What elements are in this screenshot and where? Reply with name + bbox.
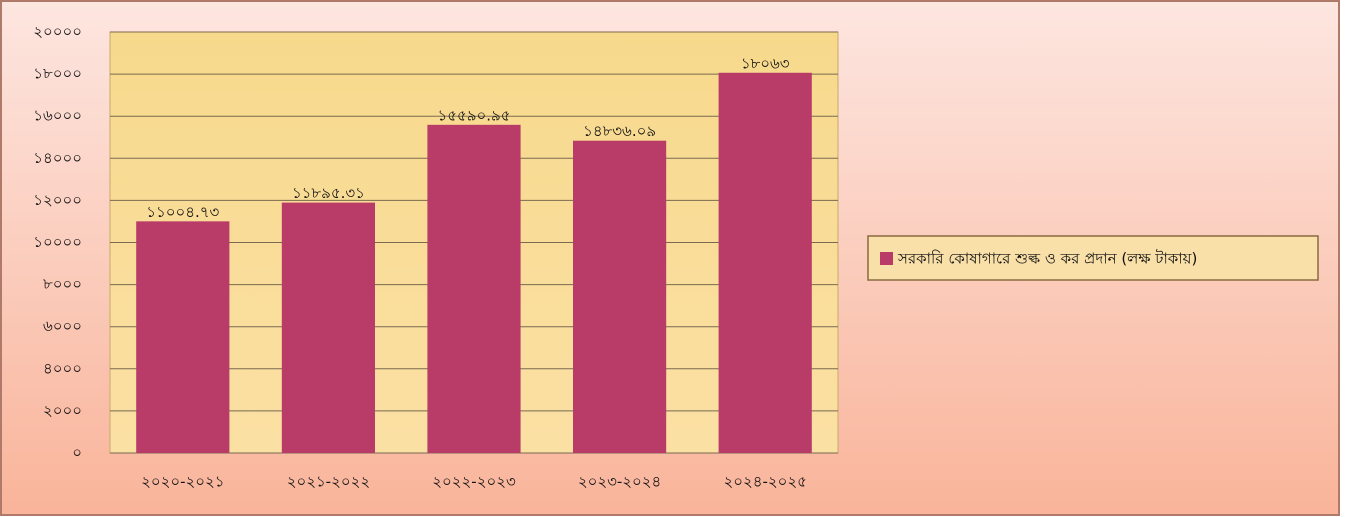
y-tick-label: ১৬০০০ bbox=[33, 107, 82, 125]
y-tick-label: ২০০০০ bbox=[33, 23, 82, 41]
y-tick-label: ৪০০০ bbox=[43, 359, 82, 377]
legend-swatch bbox=[880, 252, 893, 265]
y-tick-label: ০ bbox=[72, 444, 82, 462]
x-tick-label: ২০২১-২০২২ bbox=[287, 473, 370, 491]
bar bbox=[281, 202, 375, 453]
legend-box bbox=[867, 235, 1319, 281]
data-label: ১১০০৪.৭৩ bbox=[146, 203, 219, 221]
bar bbox=[136, 221, 230, 453]
data-label: ১৫৫৯০.৯৫ bbox=[438, 106, 511, 124]
data-label: ১৮০৬৩ bbox=[741, 54, 790, 72]
y-tick-label: ৮০০০ bbox=[43, 275, 82, 293]
legend-label: সরকারি কোষাগারে শুল্ক ও কর প্রদান (লক্ষ … bbox=[897, 250, 1197, 268]
y-tick-label: ১২০০০ bbox=[33, 191, 82, 209]
data-label: ১৪৮৩৬.০৯ bbox=[583, 122, 656, 140]
data-label: ১১৮৯৫.৩১ bbox=[292, 184, 365, 202]
bar bbox=[718, 72, 812, 453]
bar bbox=[427, 124, 521, 454]
y-tick-label: ১৪০০০ bbox=[33, 149, 82, 167]
x-tick-label: ২০২৪-২০২৫ bbox=[723, 473, 806, 491]
y-tick-label: ১৮০০০ bbox=[33, 65, 82, 83]
y-tick-label: ১০০০০ bbox=[33, 233, 82, 251]
x-tick-label: ২০২২-২০২৩ bbox=[432, 473, 516, 491]
x-tick-label: ২০২০-২০২১ bbox=[141, 473, 224, 491]
y-tick-label: ৬০০০ bbox=[43, 317, 82, 335]
x-tick-label: ২০২৩-২০২৪ bbox=[578, 473, 661, 491]
y-tick-label: ২০০০ bbox=[43, 401, 82, 419]
bar bbox=[573, 140, 667, 453]
